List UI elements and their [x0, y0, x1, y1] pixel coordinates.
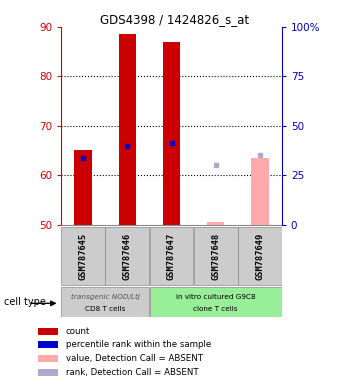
Bar: [119, 34, 136, 225]
Text: CD8 T cells: CD8 T cells: [85, 306, 126, 312]
Bar: [61, 227, 105, 285]
Bar: [61, 287, 149, 316]
Text: transgenic NOD/LtJ: transgenic NOD/LtJ: [71, 294, 140, 300]
Text: GSM787645: GSM787645: [79, 233, 88, 280]
Bar: [75, 151, 92, 225]
Text: rank, Detection Call = ABSENT: rank, Detection Call = ABSENT: [66, 368, 198, 377]
Text: percentile rank within the sample: percentile rank within the sample: [66, 340, 211, 349]
Bar: [238, 227, 282, 285]
Text: GSM787647: GSM787647: [167, 233, 176, 280]
Bar: [251, 158, 268, 225]
Text: count: count: [66, 327, 90, 336]
Bar: [38, 369, 58, 376]
Text: GSM787646: GSM787646: [123, 233, 132, 280]
Bar: [149, 227, 194, 285]
Bar: [149, 287, 282, 316]
Text: GSM787649: GSM787649: [255, 233, 264, 280]
Bar: [38, 328, 58, 335]
Bar: [38, 341, 58, 348]
Text: cell type: cell type: [4, 297, 46, 307]
Text: in vitro cultured G9C8: in vitro cultured G9C8: [176, 294, 256, 300]
Bar: [105, 227, 149, 285]
Bar: [38, 354, 58, 362]
Text: value, Detection Call = ABSENT: value, Detection Call = ABSENT: [66, 354, 203, 362]
Text: GDS4398 / 1424826_s_at: GDS4398 / 1424826_s_at: [100, 13, 250, 26]
Bar: [207, 222, 224, 225]
Bar: [163, 42, 180, 225]
Bar: [194, 227, 238, 285]
Text: clone T cells: clone T cells: [193, 306, 238, 312]
Text: GSM787648: GSM787648: [211, 233, 220, 280]
